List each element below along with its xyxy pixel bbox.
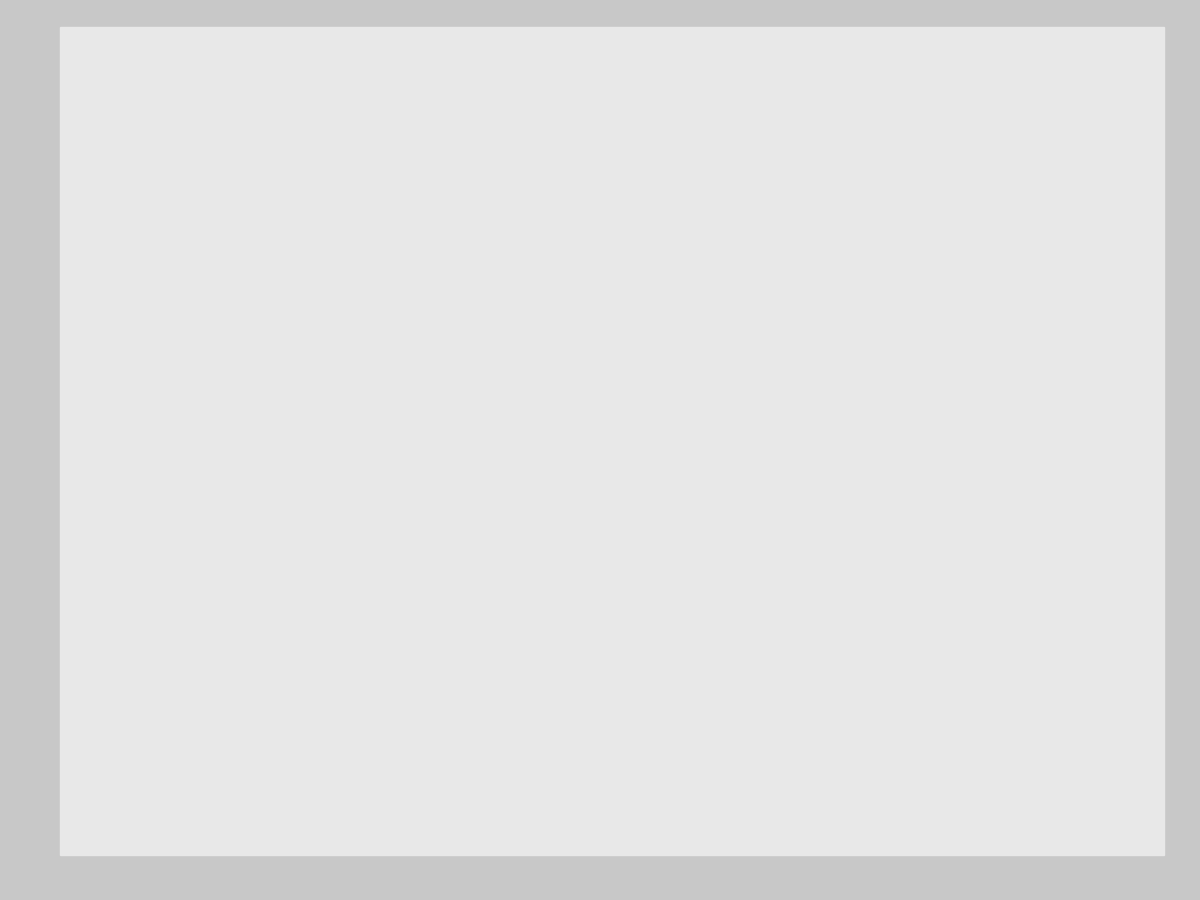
- Text: A: A: [83, 549, 97, 568]
- Text: 12 kN: 12 kN: [805, 641, 877, 662]
- Polygon shape: [80, 564, 149, 603]
- Circle shape: [103, 554, 126, 576]
- Circle shape: [791, 554, 814, 576]
- Text: 3 m: 3 m: [670, 700, 707, 719]
- Text: 3 m: 3 m: [899, 700, 936, 719]
- Text: C: C: [544, 232, 560, 252]
- Circle shape: [1020, 554, 1043, 576]
- Text: D: D: [794, 230, 811, 249]
- Text: G: G: [353, 577, 370, 596]
- Text: B: B: [314, 232, 330, 252]
- Polygon shape: [1016, 571, 1048, 601]
- Text: 4 m: 4 m: [1127, 402, 1165, 421]
- Text: E: E: [1045, 552, 1061, 571]
- Circle shape: [332, 248, 355, 270]
- Circle shape: [791, 248, 814, 270]
- Text: 3 m: 3 m: [210, 700, 248, 719]
- Circle shape: [332, 554, 355, 576]
- Circle shape: [562, 248, 584, 270]
- Text: 12 kN: 12 kN: [312, 641, 384, 662]
- Text: F: F: [812, 577, 827, 596]
- Text: 3 m: 3 m: [440, 700, 478, 719]
